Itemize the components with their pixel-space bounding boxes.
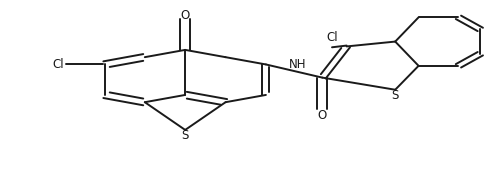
Text: NH: NH [288, 58, 306, 71]
Text: Cl: Cl [325, 31, 337, 44]
Text: O: O [180, 9, 189, 22]
Text: Cl: Cl [52, 58, 63, 71]
Text: O: O [317, 109, 326, 122]
Text: S: S [181, 129, 188, 142]
Text: S: S [391, 89, 398, 102]
